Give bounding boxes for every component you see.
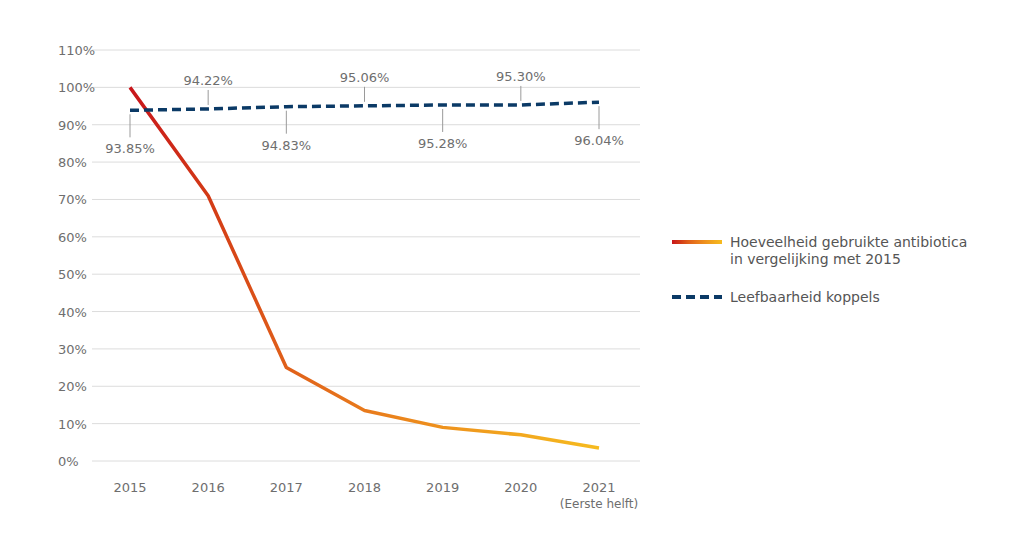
grid-line xyxy=(92,50,640,51)
x-tick-label-line: 2016 xyxy=(192,480,225,495)
x-tick-label: 2021 (Eerste helft) xyxy=(560,480,638,511)
grid-line xyxy=(92,199,640,200)
legend-swatch xyxy=(672,295,722,299)
y-tick-label: 80% xyxy=(58,155,87,170)
x-tick-label-line: 2018 xyxy=(348,480,381,495)
data-label-leader xyxy=(442,109,443,132)
data-label: 96.04% xyxy=(574,133,624,148)
data-label-leader xyxy=(286,111,287,134)
legend-label-line: Hoeveelheid gebruikte antibiotica xyxy=(730,234,967,250)
legend-label-line: in vergelijking met 2015 xyxy=(730,251,901,267)
legend-label: Leefbaarheid koppels xyxy=(730,289,880,305)
data-label-leader xyxy=(520,86,521,101)
x-tick-label-line: 2020 xyxy=(504,480,537,495)
x-tick-label-line: (Eerste helft) xyxy=(560,497,638,511)
legend-swatch xyxy=(672,240,722,244)
x-tick-label-line: 2021 xyxy=(582,480,615,495)
x-tick-label-line: 2019 xyxy=(426,480,459,495)
y-tick-label: 90% xyxy=(58,118,87,133)
y-tick-label: 70% xyxy=(58,192,87,207)
y-tick-label: 50% xyxy=(58,267,87,282)
grid-line xyxy=(92,461,640,462)
y-tick-label: 10% xyxy=(58,417,87,432)
y-tick-label: 0% xyxy=(58,454,79,469)
series-line xyxy=(130,102,599,110)
x-tick-label: 2018 xyxy=(348,480,381,495)
x-tick-label: 2016 xyxy=(192,480,225,495)
data-label: 94.22% xyxy=(183,73,233,88)
legend-label: Hoeveelheid gebruikte antibioticain verg… xyxy=(730,234,967,267)
data-label-leader xyxy=(208,90,209,105)
data-label: 95.30% xyxy=(496,69,546,84)
y-tick-label: 100% xyxy=(58,80,95,95)
data-label-leader xyxy=(130,114,131,137)
grid-line xyxy=(92,311,640,312)
y-tick-label: 60% xyxy=(58,230,87,245)
data-label: 94.83% xyxy=(262,138,312,153)
chart: 0% 10% 20% 30% 40% 50% 60% 70% 80% 90% 100% 110% 201… xyxy=(0,0,1024,533)
x-tick-label: 2019 xyxy=(426,480,459,495)
x-tick-label-line: 2017 xyxy=(270,480,303,495)
grid-line xyxy=(92,162,640,163)
x-tick-label: 2017 xyxy=(270,480,303,495)
grid-line xyxy=(92,348,640,349)
data-label: 93.85% xyxy=(105,141,155,156)
series-line xyxy=(130,87,599,448)
data-label-leader xyxy=(599,106,600,129)
y-tick-label: 20% xyxy=(58,379,87,394)
grid-line xyxy=(92,87,640,88)
x-tick-label-line: 2015 xyxy=(113,480,146,495)
y-tick-label: 40% xyxy=(58,305,87,320)
grid-line xyxy=(92,423,640,424)
grid-line xyxy=(92,274,640,275)
x-tick-label: 2015 xyxy=(113,480,146,495)
grid xyxy=(92,50,640,461)
y-tick-label: 30% xyxy=(58,342,87,357)
legend-label-line: Leefbaarheid koppels xyxy=(730,289,880,305)
grid-line xyxy=(92,386,640,387)
plot-area xyxy=(130,87,599,448)
data-label: 95.28% xyxy=(418,136,468,151)
y-tick-label: 110% xyxy=(58,43,95,58)
x-tick-label: 2020 xyxy=(504,480,537,495)
grid-line xyxy=(92,236,640,237)
grid-line xyxy=(92,124,640,125)
data-label-leader xyxy=(364,87,365,102)
data-label: 95.06% xyxy=(340,70,390,85)
